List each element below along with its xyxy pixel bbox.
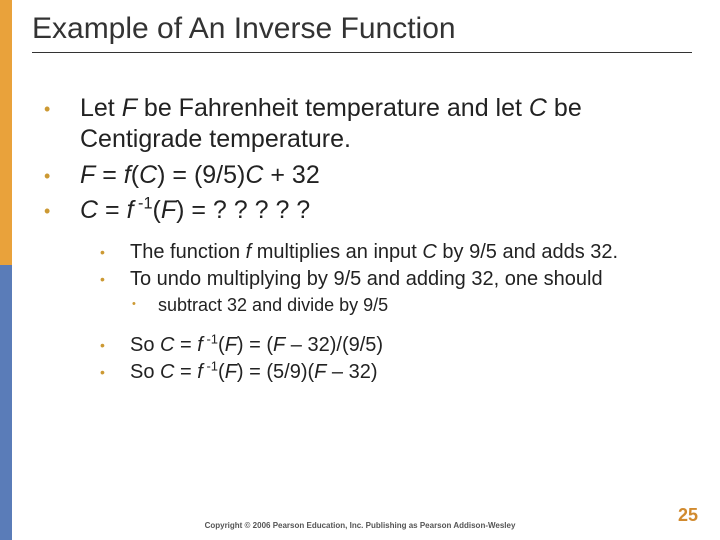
page-number: 25 (678, 505, 698, 526)
main-bullets: • Let F be Fahrenheit temperature and le… (44, 93, 702, 226)
bullet-1-text: Let F be Fahrenheit temperature and let … (80, 93, 702, 156)
bullet-3: • C = f -1(F) = ? ? ? ? ? (44, 195, 702, 226)
bullet-icon: • (44, 93, 80, 121)
title-underline (32, 52, 692, 53)
sub-4-text: So C = f -1(F) = (F – 32)/(9/5) (130, 333, 383, 358)
sub-3: • subtract 32 and divide by 9/5 (132, 294, 702, 317)
bullet-3-text: C = f -1(F) = ? ? ? ? ? (80, 195, 310, 226)
slide-content: Example of An Inverse Function • Let F b… (32, 12, 702, 387)
sub-3-text: subtract 32 and divide by 9/5 (158, 294, 388, 317)
bullet-2: • F = f(C) = (9/5)C + 32 (44, 160, 702, 191)
left-accent-bar (0, 0, 28, 540)
sub-bullets: • The function f multiplies an input C b… (100, 240, 702, 385)
bullet-1: • Let F be Fahrenheit temperature and le… (44, 93, 702, 156)
sub-5: • So C = f -1(F) = (5/9)(F – 32) (100, 360, 702, 385)
bullet-icon: • (100, 333, 130, 355)
bullet-icon: • (132, 294, 158, 312)
sub-1: • The function f multiplies an input C b… (100, 240, 702, 265)
bullet-icon: • (44, 195, 80, 223)
bullet-2-text: F = f(C) = (9/5)C + 32 (80, 160, 320, 191)
copyright-footer: Copyright © 2006 Pearson Education, Inc.… (0, 521, 720, 530)
sidebar-orange (0, 0, 12, 265)
sub-2: • To undo multiplying by 9/5 and adding … (100, 267, 702, 292)
bullet-icon: • (100, 267, 130, 289)
bullet-icon: • (44, 160, 80, 188)
bullet-icon: • (100, 360, 130, 382)
sub-5-text: So C = f -1(F) = (5/9)(F – 32) (130, 360, 378, 385)
sidebar-blue (0, 265, 12, 540)
sub-1-text: The function f multiplies an input C by … (130, 240, 618, 265)
sub-4: • So C = f -1(F) = (F – 32)/(9/5) (100, 333, 702, 358)
page-title: Example of An Inverse Function (32, 12, 702, 46)
bullet-icon: • (100, 240, 130, 262)
sub-2-text: To undo multiplying by 9/5 and adding 32… (130, 267, 603, 292)
